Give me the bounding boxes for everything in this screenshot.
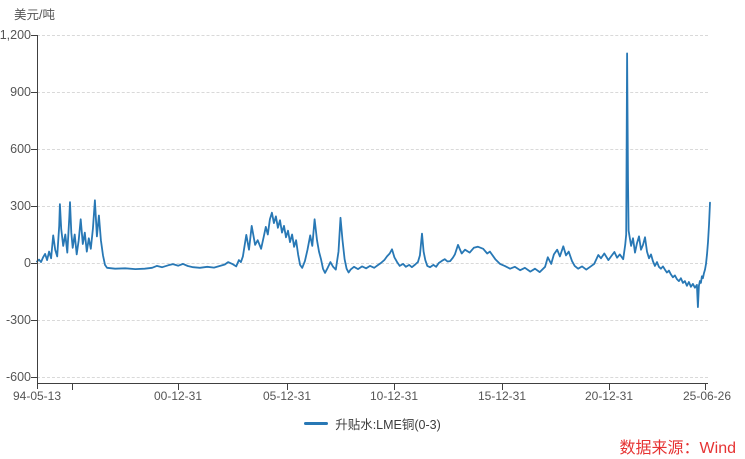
y-axis-tick-label: -600: [5, 370, 31, 384]
x-axis-line: [37, 383, 708, 384]
y-gridline: [37, 206, 708, 207]
x-axis-tick-label: 94-05-13: [12, 389, 62, 403]
x-axis-tick-label: 20-12-31: [584, 389, 634, 403]
y-axis-unit-label: 美元/吨: [14, 8, 55, 22]
x-axis-tick-label: 05-12-31: [262, 389, 312, 403]
data-source-label: 数据来源：Wind: [619, 440, 736, 457]
x-axis-tick: [502, 384, 503, 390]
y-gridline: [37, 149, 708, 150]
x-axis-tick: [72, 384, 73, 390]
y-gridline: [37, 35, 708, 36]
y-axis-tick: [31, 377, 37, 378]
y-gridline: [37, 92, 708, 93]
x-axis-tick: [287, 384, 288, 390]
series-line-lme-copper: [36, 52, 711, 308]
y-axis-tick: [31, 35, 37, 36]
x-axis-tick-label: 10-12-31: [369, 389, 419, 403]
y-axis-tick-label: 300: [10, 199, 31, 213]
y-axis-tick: [31, 206, 37, 207]
y-axis-tick: [31, 320, 37, 321]
y-axis-line: [37, 35, 38, 389]
x-axis-tick: [178, 384, 179, 390]
y-axis-tick-label: 900: [10, 85, 31, 99]
y-axis-tick-label: 1,200: [0, 28, 31, 42]
x-axis-tick: [609, 384, 610, 390]
legend-line-marker: [304, 421, 329, 425]
x-axis-tick: [705, 384, 706, 390]
y-axis-tick: [31, 149, 37, 150]
x-axis-tick: [394, 384, 395, 390]
legend-item-lme-copper[interactable]: 升贴水:LME铜(0-3): [0, 415, 745, 432]
y-axis-tick: [31, 92, 37, 93]
y-gridline: [37, 320, 708, 321]
y-axis-tick: [31, 263, 37, 264]
x-axis-tick-label: 00-12-31: [153, 389, 203, 403]
x-axis-tick-label: 15-12-31: [477, 389, 527, 403]
y-gridline: [37, 377, 708, 378]
y-axis-tick-label: 0: [24, 256, 31, 270]
y-axis-tick-label: -300: [5, 313, 31, 327]
y-axis-tick-label: 600: [10, 142, 31, 156]
y-gridline: [37, 263, 708, 264]
legend-label: 升贴水:LME铜(0-3): [335, 417, 441, 432]
x-axis-tick-label: 25-06-26: [682, 389, 732, 403]
